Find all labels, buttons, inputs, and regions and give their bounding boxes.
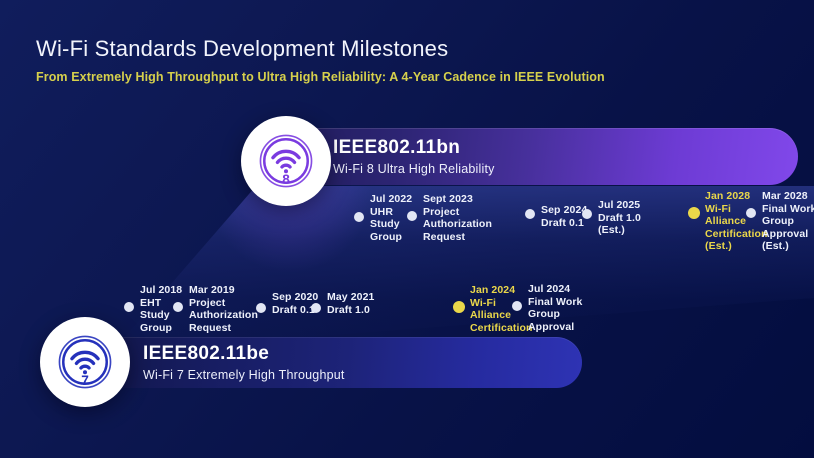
page-title: Wi-Fi Standards Development Milestones	[36, 36, 449, 61]
wifi8-badge: 8	[241, 116, 331, 206]
wifi8-generation-label: Wi-Fi 8 Ultra High Reliability	[333, 162, 495, 176]
wifi7-banner: IEEE802.11be Wi-Fi 7 Extremely High Thro…	[58, 337, 582, 388]
wifi7-badge-number: 7	[81, 373, 89, 388]
milestone-dot	[124, 302, 134, 312]
milestone-line: Approval	[528, 320, 575, 333]
wifi7-generation-label: Wi-Fi 7 Extremely High Throughput	[143, 368, 345, 382]
wifi-8-icon: 8	[259, 134, 313, 188]
wifi-7-icon: 7	[58, 335, 112, 389]
wifi7-standard-name: IEEE802.11be	[143, 343, 270, 364]
header: Wi-Fi Standards Development Milestones F…	[36, 36, 605, 84]
wifi7-badge: 7	[40, 317, 130, 407]
wifi8-badge-number: 8	[282, 172, 290, 187]
page-subtitle: From Extremely High Throughput to Ultra …	[36, 70, 605, 84]
wifi8-standard-name: IEEE802.11bn	[333, 137, 461, 158]
wifi8-banner: IEEE802.11bn Wi-Fi 8 Ultra High Reliabil…	[280, 128, 798, 185]
